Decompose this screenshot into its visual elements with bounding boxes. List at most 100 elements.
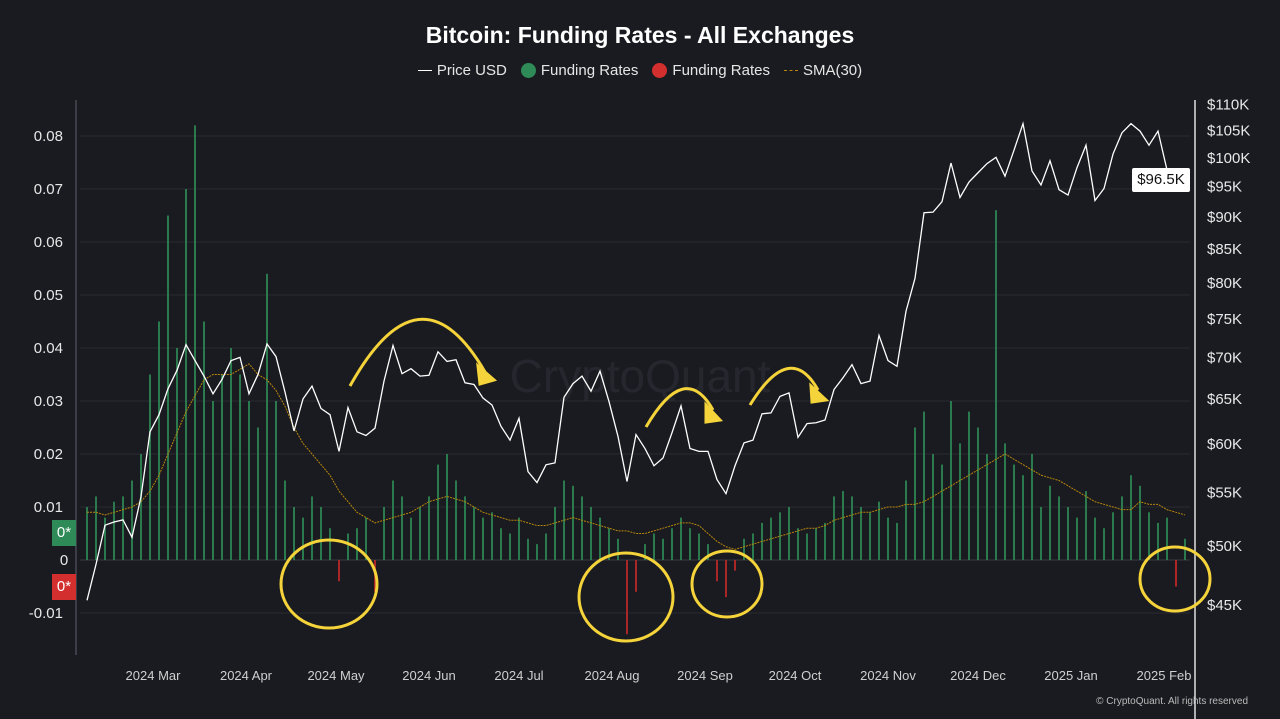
funding-bar-positive	[986, 454, 988, 560]
funding-bar-positive	[887, 517, 889, 560]
funding-bar-positive	[1103, 528, 1105, 560]
funding-bar-positive	[86, 507, 88, 560]
highlight-circle	[577, 551, 675, 643]
arrow-curve	[348, 318, 487, 387]
legend-item-funding-negative[interactable]: Funding Rates	[652, 62, 770, 79]
legend-item-price[interactable]: Price USD	[417, 62, 507, 79]
x-tick-label: 2024 Dec	[950, 668, 1006, 683]
funding-bar-positive	[1139, 485, 1141, 560]
funding-bar-positive	[1004, 443, 1006, 560]
x-tick-label: 2024 Oct	[769, 668, 822, 683]
funding-bar-positive	[1157, 522, 1159, 560]
funding-bar-positive	[1148, 512, 1150, 560]
funding-bar-positive	[212, 401, 214, 560]
funding-bar-positive	[932, 454, 934, 560]
funding-bar-positive	[1121, 496, 1123, 560]
funding-bar-positive	[977, 427, 979, 560]
x-tick-label: 2024 Aug	[585, 668, 640, 683]
funding-bar-positive	[842, 491, 844, 560]
funding-bar-positive	[950, 401, 952, 560]
left-tick-label: -0.01	[29, 605, 63, 622]
left-tick-label: 0.03	[34, 393, 63, 410]
right-tick-label: $85K	[1207, 241, 1242, 258]
funding-bar-positive	[527, 538, 529, 560]
funding-bar-positive	[419, 507, 421, 560]
funding-bar-positive	[347, 533, 349, 560]
legend-label: Funding Rates	[540, 62, 639, 79]
legend-label: SMA(30)	[802, 62, 863, 79]
funding-bar-positive	[806, 533, 808, 560]
left-tick-label: 0.06	[34, 234, 63, 251]
legend-item-sma[interactable]: SMA(30)	[783, 62, 863, 79]
right-tick-label: $50K	[1207, 538, 1242, 555]
funding-bar-negative	[635, 560, 637, 592]
legend-label: Price USD	[436, 62, 507, 79]
funding-bar-positive	[1094, 517, 1096, 560]
funding-bar-positive	[311, 496, 313, 560]
funding-bar-positive	[383, 507, 385, 560]
right-tick-label: $70K	[1207, 350, 1242, 367]
funding-bar-positive	[356, 528, 358, 560]
right-tick-label: $60K	[1207, 436, 1242, 453]
funding-bar-positive	[581, 496, 583, 560]
x-tick-label: 2024 May	[307, 668, 365, 683]
funding-bar-positive	[509, 533, 511, 560]
arrow-curve	[644, 387, 715, 428]
funding-bar-positive	[770, 517, 772, 560]
funding-bar-positive	[1085, 491, 1087, 560]
right-tick-label: $90K	[1207, 209, 1242, 226]
zero-marker-positive: 0*	[52, 520, 76, 546]
funding-bar-positive	[500, 528, 502, 560]
x-tick-label: 2025 Jan	[1044, 668, 1098, 683]
dashed-line-swatch-icon	[783, 70, 798, 71]
funding-bar-positive	[149, 374, 151, 560]
funding-bar-positive	[194, 125, 196, 561]
funding-rate-bars	[86, 125, 1186, 635]
funding-bar-positive	[869, 512, 871, 560]
x-tick-label: 2024 Apr	[220, 668, 273, 683]
funding-bar-positive	[572, 485, 574, 560]
funding-bar-positive	[266, 273, 268, 560]
funding-bar-positive	[653, 533, 655, 560]
funding-bar-positive	[482, 517, 484, 560]
left-tick-label: 0.05	[34, 287, 63, 304]
funding-bar-positive	[923, 411, 925, 560]
x-tick-label: 2024 Nov	[860, 668, 916, 683]
funding-bar-positive	[158, 321, 160, 560]
funding-bar-positive	[671, 528, 673, 560]
funding-bar-positive	[680, 517, 682, 560]
funding-bar-positive	[239, 374, 241, 560]
legend-item-funding-positive[interactable]: Funding Rates	[520, 62, 639, 79]
current-price-label: $96.5K	[1132, 168, 1190, 192]
funding-bar-positive	[518, 517, 520, 560]
funding-bar-positive	[1031, 454, 1033, 560]
funding-bar-positive	[122, 496, 124, 560]
funding-bar-negative	[725, 560, 727, 598]
right-tick-label: $80K	[1207, 275, 1242, 292]
funding-bar-positive	[707, 544, 709, 560]
funding-bar-positive	[851, 496, 853, 560]
right-tick-label: $75K	[1207, 311, 1242, 328]
funding-bar-negative	[716, 560, 718, 582]
funding-bar-positive	[1130, 475, 1132, 560]
funding-bar-positive	[176, 348, 178, 560]
funding-bar-positive	[221, 374, 223, 560]
arrow-curve	[748, 366, 820, 406]
funding-bar-positive	[284, 480, 286, 560]
right-tick-label: $105K	[1207, 123, 1250, 140]
funding-bar-positive	[698, 533, 700, 560]
funding-bar-positive	[203, 321, 205, 560]
highlight-circle	[1138, 545, 1212, 613]
funding-bar-positive	[320, 507, 322, 560]
funding-bar-positive	[608, 528, 610, 560]
axes: 0.08 0.07 0.06 0.05 0.04 0.03 0.02 0.01 0 -0.01 $1…	[29, 96, 1250, 719]
funding-bar-positive	[1049, 485, 1051, 560]
right-tick-label: $110K	[1207, 96, 1249, 113]
funding-bar-positive	[113, 501, 115, 560]
left-tick-label: 0	[60, 552, 68, 569]
arrow-head-icon	[704, 401, 724, 424]
arrow-head-icon	[476, 362, 498, 386]
funding-bar-positive	[473, 507, 475, 560]
left-tick-label: 0.02	[34, 446, 63, 463]
funding-bar-positive	[797, 528, 799, 560]
